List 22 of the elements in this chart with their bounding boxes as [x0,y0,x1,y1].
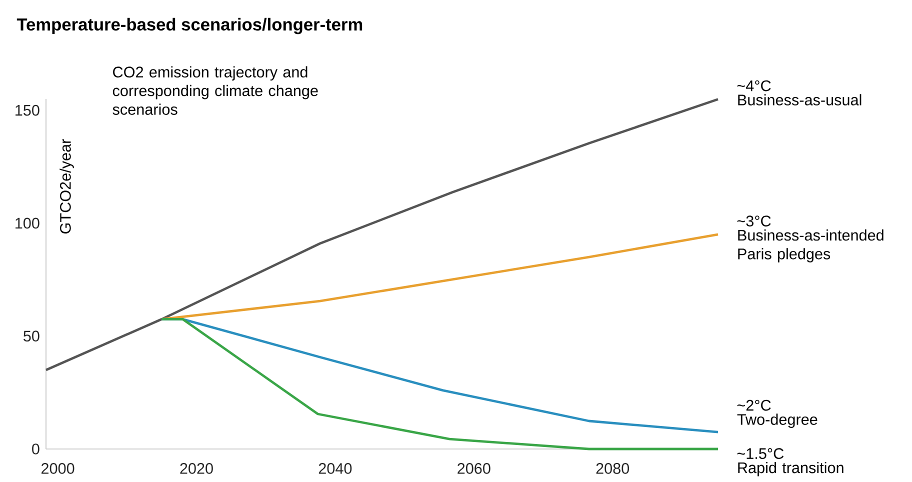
x-tick-label: 2000 [42,463,74,474]
chart-title: Temperature-based scenarios/longer-term [16,18,362,34]
x-tick-label: 2060 [458,463,490,474]
text: ~2°C [737,400,771,411]
series-label: Business-as-intended Paris pledges [738,229,884,262]
annotation: CO2 emission trajectory and corresponding climate change scenarios [112,66,318,115]
line-series [160,233,720,320]
x-tick-label: 2080 [596,463,630,474]
line-series [44,98,720,372]
y-tick-label: 0 [32,444,40,454]
series-label: Two-degree [737,414,818,428]
x-tick-label: 2040 [318,463,352,474]
series-label: Rapid transition [738,462,844,476]
series-label: Business-as-usual [738,94,862,106]
y-tick-label: 50 [24,330,40,342]
text: ~4°C [737,80,771,92]
y-axis-title: GTCO2e/year [60,139,74,234]
y-tick-label: 150 [16,104,40,116]
text: ~1.5°C [737,448,784,459]
x-tick-label: 2020 [180,463,213,474]
text: ~3°C [737,216,771,226]
y-tick-label: 100 [16,218,40,229]
